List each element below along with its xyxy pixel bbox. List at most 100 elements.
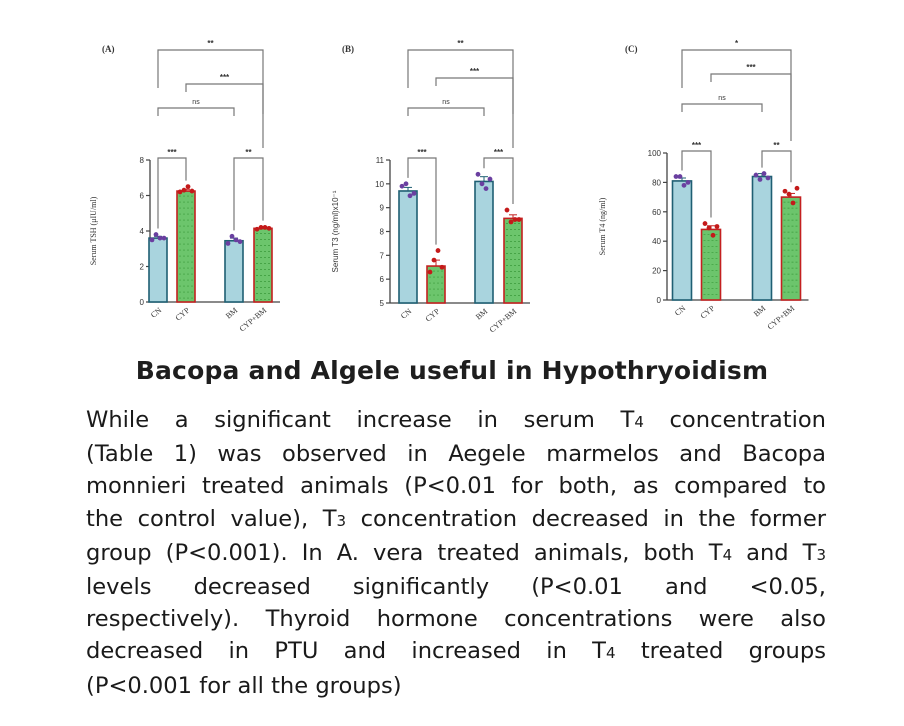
significance-label: *** bbox=[167, 148, 177, 157]
data-point bbox=[702, 221, 708, 226]
subscript: 4 bbox=[605, 644, 616, 663]
data-point bbox=[512, 217, 518, 222]
y-tick-label: 10 bbox=[375, 180, 384, 189]
data-point bbox=[685, 180, 691, 185]
text-segment: the control value), T bbox=[86, 505, 337, 532]
data-point bbox=[786, 191, 792, 197]
data-point bbox=[403, 181, 409, 187]
data-point bbox=[439, 264, 445, 270]
data-point bbox=[181, 187, 187, 193]
subscript: 4 bbox=[722, 545, 733, 564]
paragraph-line: monnieri treated animals (P<0.01 for bot… bbox=[86, 470, 826, 502]
text-segment: and T bbox=[732, 539, 817, 566]
significance-label: *** bbox=[470, 67, 480, 76]
significance-label: ** bbox=[207, 39, 214, 48]
data-point bbox=[435, 248, 441, 253]
paragraph-line: levels decreased significantly (P<0.01 a… bbox=[86, 571, 826, 603]
bar-cyp bbox=[176, 190, 196, 303]
figure-panels: (A) 0 2 4 6 8 Serum TSH (μIU/ml) CN CYP BM CYP+BM *… bbox=[0, 0, 904, 350]
x-tick-label: CYP+BM bbox=[766, 304, 797, 332]
bar-cn bbox=[671, 180, 693, 301]
bar-cyp-bm bbox=[503, 217, 523, 304]
paragraph-line: (P<0.001 for all the groups) bbox=[86, 670, 826, 702]
significance-bracket bbox=[157, 157, 187, 229]
significance-label: ** bbox=[245, 148, 252, 157]
significance-bracket bbox=[681, 150, 712, 218]
y-tick-label: 9 bbox=[380, 204, 385, 213]
significance-label: *** bbox=[692, 141, 702, 150]
x-tick-label: BM bbox=[224, 306, 239, 321]
text-segment: concentration decreased in the former bbox=[346, 505, 827, 532]
chart-panel-c: (C) 0 20 40 60 80 100 Serum T4 (ng/ml) CN CYP BMCY… bbox=[598, 39, 809, 332]
panel-label: (C) bbox=[625, 44, 638, 54]
data-point bbox=[254, 226, 260, 232]
significance-bracket bbox=[407, 157, 437, 245]
significance-bracket bbox=[157, 49, 264, 114]
significance-bracket bbox=[407, 49, 514, 114]
y-tick-label: 100 bbox=[648, 149, 662, 158]
bar-bm bbox=[224, 239, 244, 303]
data-point bbox=[706, 225, 712, 231]
article-heading: Bacopa and Algele useful in Hypothryoidi… bbox=[135, 356, 769, 385]
text-segment: respectively). Thyroid hormone concentra… bbox=[86, 606, 826, 633]
subscript: 4 bbox=[634, 413, 644, 431]
chart-panel-b: (B) 5 6 7 8 9 10 11 Serum T3 (ng/ml)x10⁻¹ CN CYP BM… bbox=[331, 39, 530, 334]
data-point bbox=[757, 177, 763, 182]
text-segment: (Table 1) was observed in Aegele marmelo… bbox=[86, 441, 826, 468]
data-point bbox=[710, 232, 716, 238]
y-tick-label: 5 bbox=[380, 299, 385, 308]
x-tick-label: CYP bbox=[424, 306, 442, 323]
paragraph-line: decreased in PTU and increased in T4 tre… bbox=[86, 635, 826, 669]
significance-label: ns bbox=[192, 99, 200, 106]
x-tick-label: BM bbox=[474, 307, 489, 322]
panel-label: (B) bbox=[342, 44, 354, 54]
paragraph-line: While a significant increase in serum T4… bbox=[86, 404, 826, 438]
significance-bracket bbox=[710, 73, 792, 141]
y-tick-label: 6 bbox=[380, 275, 385, 284]
x-tick-label: CYP bbox=[174, 305, 192, 322]
y-tick-label: 8 bbox=[380, 228, 385, 237]
significance-label: *** bbox=[494, 148, 504, 157]
data-point bbox=[237, 239, 243, 245]
bar-bm bbox=[751, 175, 773, 301]
y-tick-label: 60 bbox=[652, 208, 661, 217]
text-segment: levels decreased significantly (P<0.01 a… bbox=[86, 574, 826, 601]
text-segment: monnieri treated animals (P<0.01 for bot… bbox=[86, 473, 826, 500]
y-tick-label: 4 bbox=[140, 227, 145, 236]
subscript: 3 bbox=[816, 545, 827, 564]
significance-bracket bbox=[761, 150, 792, 183]
panel-label: (A) bbox=[102, 44, 115, 54]
significance-bracket bbox=[233, 157, 264, 231]
significance-label: *** bbox=[746, 63, 756, 72]
data-point bbox=[189, 188, 195, 194]
data-point bbox=[475, 171, 481, 177]
text-segment: group (P<0.001). In A. vera treated anim… bbox=[86, 539, 723, 566]
data-point bbox=[765, 175, 771, 181]
data-point bbox=[262, 225, 268, 230]
data-point bbox=[161, 235, 167, 241]
significance-label: * bbox=[735, 39, 739, 48]
bar-cyp-bm bbox=[780, 196, 802, 301]
text-segment: decreased in PTU and increased in T bbox=[86, 638, 606, 665]
x-tick-label: CYP bbox=[699, 303, 717, 320]
data-point bbox=[794, 185, 800, 191]
y-tick-label: 40 bbox=[652, 237, 661, 246]
paragraph-line: the control value), T3 concentration dec… bbox=[86, 503, 826, 537]
x-tick-label: BM bbox=[752, 304, 767, 319]
data-point bbox=[225, 241, 231, 246]
y-tick-label: 0 bbox=[140, 298, 145, 307]
y-tick-label: 11 bbox=[376, 156, 385, 165]
data-point bbox=[266, 225, 272, 231]
y-tick-label: 0 bbox=[657, 296, 662, 305]
data-point bbox=[516, 217, 522, 222]
bar-cn bbox=[398, 190, 418, 304]
data-point bbox=[399, 183, 405, 189]
data-point bbox=[508, 219, 514, 225]
text-segment: concentration bbox=[643, 407, 827, 433]
paragraph-line: group (P<0.001). In A. vera treated anim… bbox=[86, 537, 826, 571]
data-point bbox=[149, 237, 155, 243]
significance-bracket bbox=[157, 107, 235, 116]
data-point bbox=[229, 233, 235, 239]
significance-bracket bbox=[185, 83, 264, 148]
data-point bbox=[487, 176, 493, 182]
